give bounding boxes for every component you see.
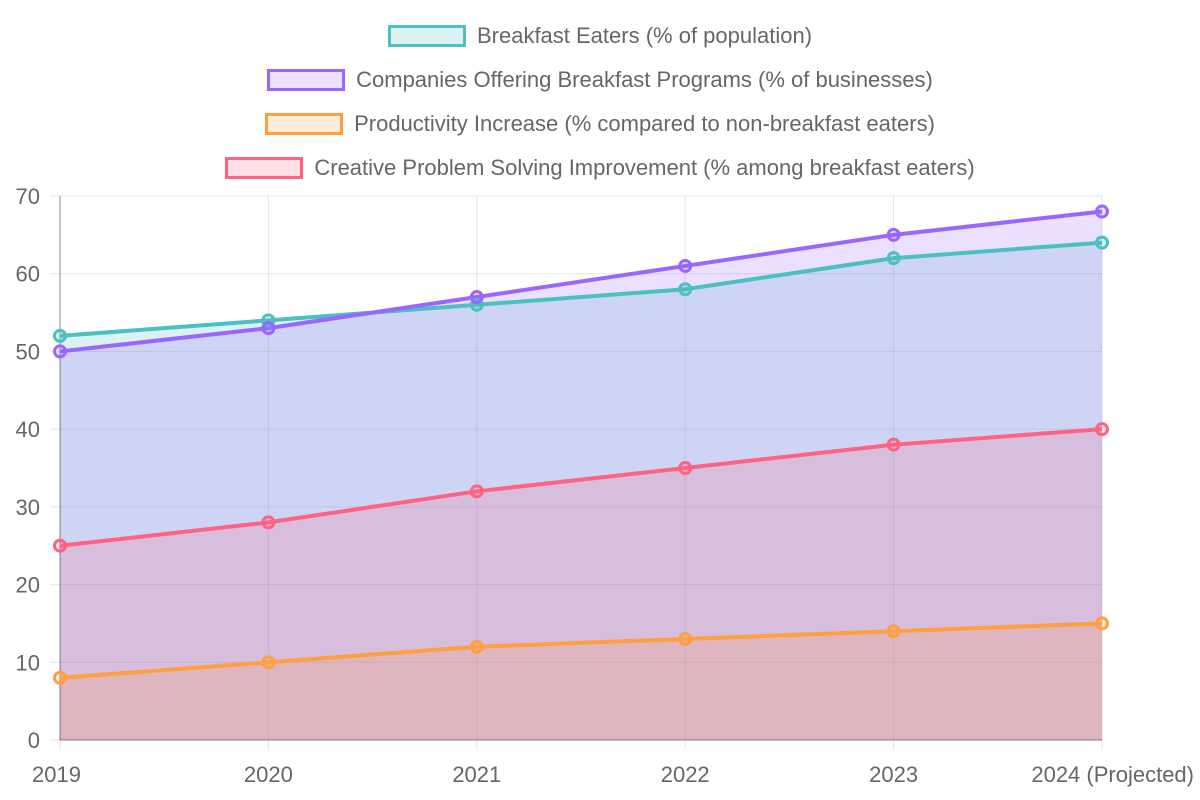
x-tick-label: 2020	[244, 762, 293, 787]
series-area	[60, 242, 1102, 740]
series-line	[59, 621, 1103, 680]
x-tick-label: 2023	[869, 762, 918, 787]
legend-label: Companies Offering Breakfast Programs (%…	[356, 67, 933, 92]
legend-item[interactable]: Breakfast Eaters (% of population)	[0, 14, 1200, 58]
legend-swatch	[265, 113, 344, 135]
legend-label: Breakfast Eaters (% of population)	[476, 23, 813, 48]
x-tick-label: 2024 (Projected)	[1031, 762, 1194, 787]
series-line	[59, 209, 1103, 354]
series-area	[60, 211, 1102, 741]
y-tick-label: 0	[28, 728, 40, 753]
grid	[50, 195, 1103, 750]
legend-swatch	[267, 69, 346, 91]
data-point[interactable]	[53, 670, 67, 685]
data-point[interactable]	[53, 344, 67, 359]
data-point[interactable]	[53, 328, 67, 343]
y-tick-label: 50	[16, 339, 40, 364]
x-tick-label: 2021	[452, 762, 501, 787]
x-tick-label: 2019	[32, 762, 81, 787]
legend: Breakfast Eaters (% of population) Compan…	[0, 14, 1200, 190]
data-point[interactable]	[678, 282, 693, 297]
legend-label: Productivity Increase (% compared to non…	[354, 111, 935, 136]
data-point[interactable]	[469, 290, 484, 305]
data-point[interactable]	[1095, 616, 1109, 631]
data-point[interactable]	[261, 655, 276, 670]
data-point[interactable]	[678, 461, 693, 475]
data-point[interactable]	[886, 251, 901, 266]
y-tick-label: 20	[16, 573, 40, 598]
data-point[interactable]	[886, 437, 901, 452]
legend-item[interactable]: Creative Problem Solving Improvement (% …	[0, 146, 1200, 190]
series-line	[59, 427, 1103, 548]
y-tick-label: 40	[16, 417, 40, 442]
data-point[interactable]	[469, 639, 484, 654]
legend-item[interactable]: Companies Offering Breakfast Programs (%…	[0, 58, 1200, 102]
data-point[interactable]	[678, 631, 693, 646]
legend-label: Creative Problem Solving Improvement (% …	[314, 155, 975, 180]
data-point[interactable]	[261, 321, 276, 336]
x-tick-label: 2022	[661, 762, 710, 787]
data-point[interactable]	[678, 258, 693, 273]
data-point[interactable]	[1095, 235, 1109, 250]
legend-swatch	[387, 25, 466, 47]
y-tick-label: 70	[16, 184, 40, 209]
series-line	[59, 240, 1103, 338]
legend-item[interactable]: Productivity Increase (% compared to non…	[0, 102, 1200, 146]
y-tick-label: 10	[16, 650, 40, 675]
data-point[interactable]	[53, 538, 67, 553]
y-tick-label: 60	[16, 262, 40, 287]
legend-swatch	[225, 157, 304, 179]
data-point[interactable]	[886, 227, 901, 242]
series-area	[60, 429, 1102, 740]
data-point[interactable]	[1095, 422, 1109, 437]
data-point[interactable]	[469, 484, 484, 499]
data-point[interactable]	[261, 515, 276, 530]
y-tick-label: 30	[16, 495, 40, 520]
data-point[interactable]	[886, 624, 901, 639]
series-area	[60, 623, 1102, 740]
data-point[interactable]	[1095, 204, 1109, 219]
